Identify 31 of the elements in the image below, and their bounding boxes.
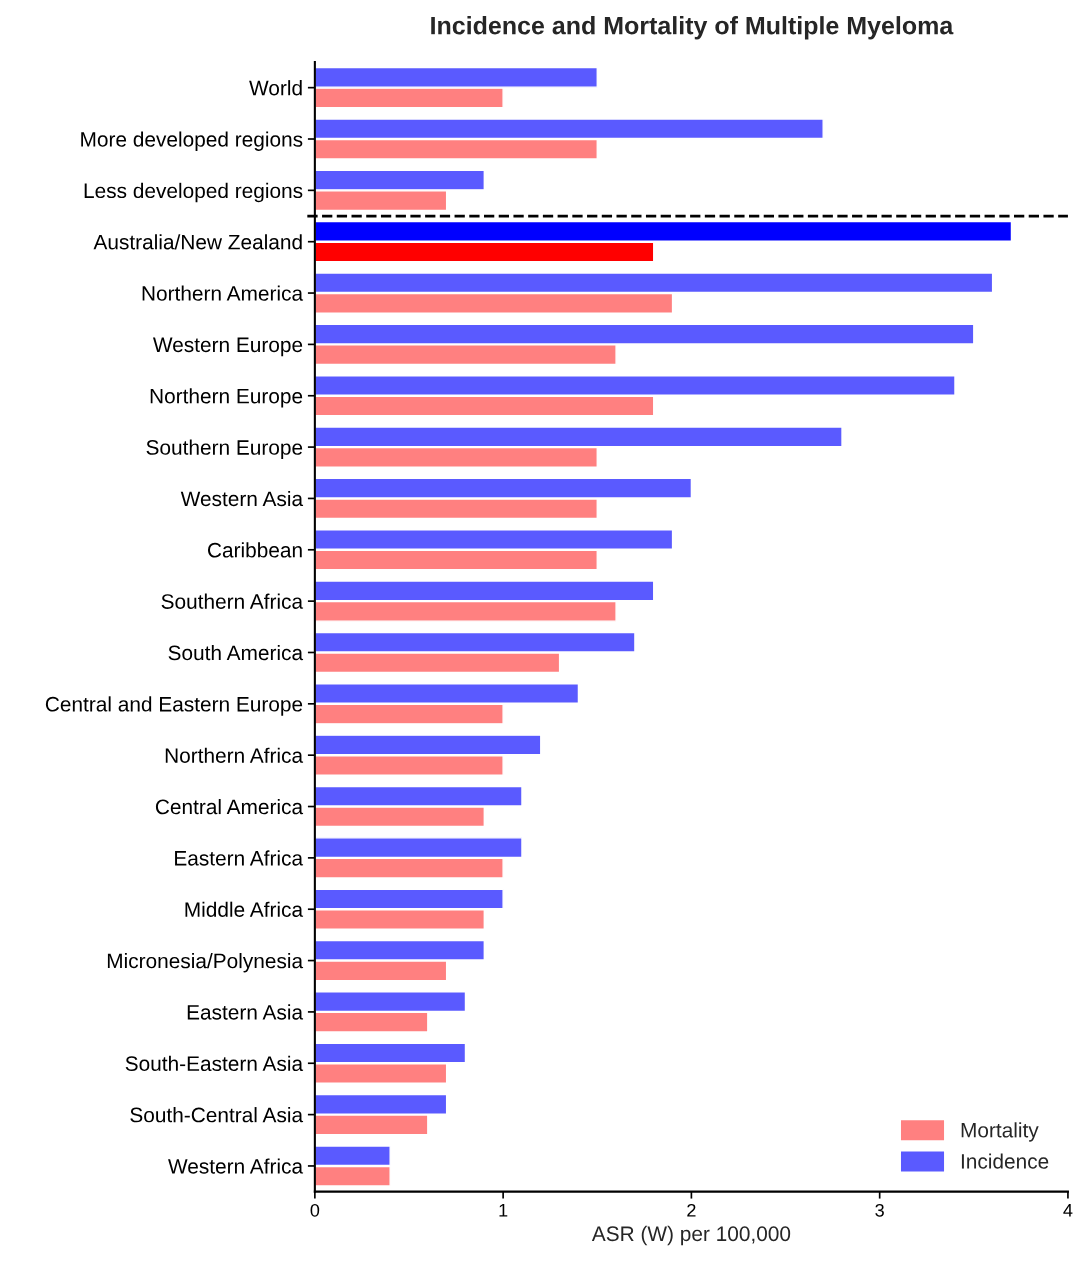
x-tick-label: 3 — [875, 1203, 884, 1217]
x-tick-label: 4 — [1063, 1204, 1073, 1217]
y-tick-label: Northern America — [142, 285, 304, 301]
legend-label: Mortality — [961, 1122, 1039, 1142]
y-tick-label: Eastern Asia — [187, 1004, 304, 1020]
y-tick-label: More developed regions — [81, 131, 303, 151]
legend-label: Incidence — [961, 1153, 1049, 1169]
y-tick-label: Eastern Africa — [175, 850, 304, 866]
y-tick-label: South-Central Asia — [130, 1107, 304, 1123]
y-tick-label: Western Asia — [180, 490, 304, 507]
y-tick-label: World — [249, 80, 302, 96]
x-tick-label: 1 — [499, 1204, 508, 1217]
y-tick-label: Australia/New Zealand — [93, 234, 302, 250]
y-tick-label: Central America — [155, 798, 304, 815]
y-tick-label: Western Africa — [168, 1158, 304, 1174]
y-tick-label: Northern Europe — [150, 388, 303, 408]
y-tick-label: South-Eastern Asia — [125, 1055, 304, 1072]
y-tick-label: Caribbean — [207, 542, 302, 558]
y-tick-label: Southern Africa — [161, 593, 304, 609]
x-tick-label: 0 — [310, 1203, 320, 1217]
y-tick-label: Southern Europe — [146, 439, 303, 459]
y-tick-label: South America — [168, 644, 304, 661]
y-tick-label: Western Europe — [152, 337, 303, 357]
y-tick-label: Less developed regions — [84, 182, 303, 203]
y-tick-label: Micronesia/Polynesia — [107, 953, 304, 973]
y-tick-label: Northern Africa — [165, 747, 304, 763]
y-tick-label: Middle Africa — [185, 901, 304, 917]
chart-title: Incidence and Mortality of Multiple Myeloma — [431, 16, 954, 40]
y-tick-label: Central and Eastern Europe — [45, 696, 303, 716]
x-axis-title: ASR (W) per 100,000 — [591, 1225, 791, 1246]
x-tick-label: 2 — [687, 1203, 696, 1217]
